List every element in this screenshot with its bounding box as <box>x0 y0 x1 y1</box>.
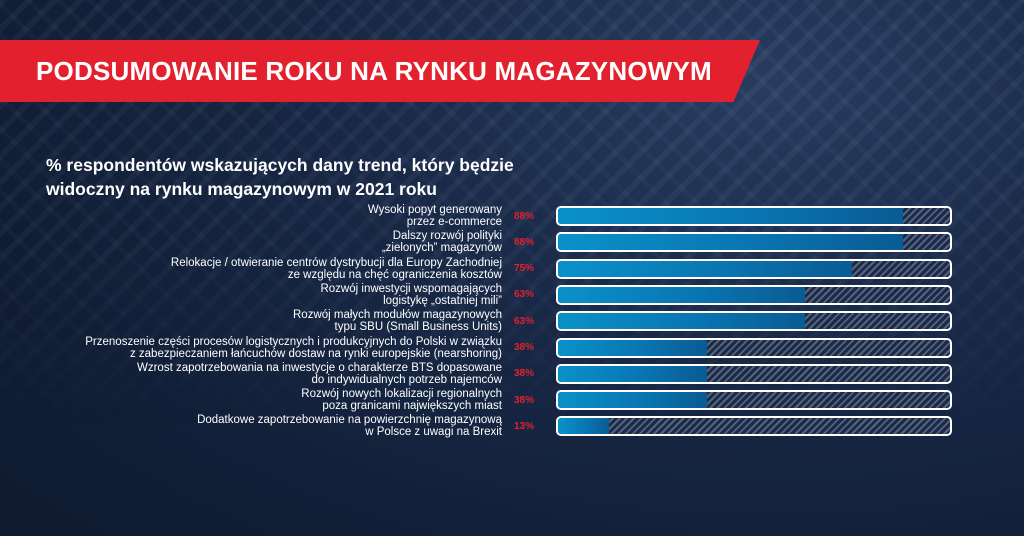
category-label-line: do indywidualnych potrzeb najemców <box>311 373 503 386</box>
chart-row: Wysoki popyt generowany przez e-commerce 8… <box>0 203 1024 229</box>
bar-track <box>556 232 952 253</box>
category-label-line: w Polsce z uwagi na Brexit <box>365 426 502 439</box>
data-label: 38% <box>514 394 535 406</box>
title-banner: PODSUMOWANIE ROKU NA RYNKU MAGAZYNOWYM <box>0 40 760 102</box>
bar-track <box>556 284 952 305</box>
category-label-line: z zabezpieczaniem łańcuchów dostaw na ry… <box>129 347 502 360</box>
bar-track <box>556 206 952 226</box>
data-label: 38% <box>514 368 535 380</box>
data-label: 38% <box>514 342 535 353</box>
category-label-line: logistykę „ostatniej mili” <box>383 294 502 307</box>
bar-chart: Wysoki popyt generowany przez e-commerce 8… <box>0 203 1024 443</box>
bar-track <box>556 337 952 358</box>
category-label-line: Relokacje / otwieranie centrów dystrybuc… <box>170 256 502 269</box>
category-label-line: typu SBU (Small Business Units) <box>334 321 502 334</box>
category-label: Przenoszenie części procesów logistyczny… <box>22 335 502 361</box>
data-label: 88% <box>514 210 535 222</box>
bar <box>558 418 609 435</box>
category-label-line: Dodatkowe zapotrzebowanie na powierzchni… <box>197 414 502 427</box>
category-label: Dodatkowe zapotrzebowanie na powierzchni… <box>22 413 502 439</box>
bar <box>558 234 903 251</box>
chart-row: Rozwój małych modułów magazynowych typu S… <box>0 308 1024 334</box>
bar <box>558 313 805 330</box>
bar <box>558 392 707 409</box>
bar-track <box>556 363 952 384</box>
chart-row: Dalszy rozwój polityki „zielonych” magazy… <box>0 229 1024 255</box>
bar <box>558 286 805 303</box>
category-label: Rozwój inwestycji wspomagających logistyk… <box>22 282 502 308</box>
chart-row: Przenoszenie części procesów logistyczny… <box>0 335 1024 361</box>
category-label-line: Wzrost zapotrzebowania na inwestycje o c… <box>137 361 502 374</box>
category-label-line: poza granicami największych miast <box>322 400 502 413</box>
category-label: Wysoki popyt generowany przez e-commerce <box>22 203 502 229</box>
data-label: 13% <box>514 420 535 432</box>
bar <box>558 365 707 382</box>
bar-track <box>556 311 952 332</box>
chart-row: Dodatkowe zapotrzebowanie na powierzchni… <box>0 413 1024 439</box>
page-title: PODSUMOWANIE ROKU NA RYNKU MAGAZYNOWYM <box>36 56 712 86</box>
category-label-line: Rozwój małych modułów magazynowych <box>293 309 502 322</box>
category-label-line: „zielonych” magazynów <box>381 242 502 255</box>
bar-track <box>556 258 952 279</box>
category-label-line: Przenoszenie części procesów logistyczny… <box>85 335 502 348</box>
subtitle-line-1: % respondentów wskazujących dany trend, … <box>46 155 514 175</box>
category-label-line: Dalszy rozwój polityki <box>392 230 502 243</box>
chart-row: Relokacje / otwieranie centrów dystrybuc… <box>0 256 1024 282</box>
category-label: Dalszy rozwój polityki „zielonych” magazy… <box>22 229 502 255</box>
chart-row: Rozwój nowych lokalizacji regionalnych po… <box>0 387 1024 413</box>
category-label: Relokacje / otwieranie centrów dystrybuc… <box>22 256 502 282</box>
bar <box>558 208 903 224</box>
bar-track <box>556 416 952 437</box>
category-label-line: Rozwój inwestycji wspomagających <box>320 282 502 295</box>
data-label: 63% <box>514 315 535 327</box>
subtitle-line-2: widoczny na rynku magazynowym w 2021 rok… <box>46 179 437 199</box>
chart-row: Wzrost zapotrzebowania na inwestycje o c… <box>0 361 1024 387</box>
data-label: 63% <box>514 289 535 301</box>
data-label: 88% <box>514 236 535 248</box>
category-label: Wzrost zapotrzebowania na inwestycje o c… <box>22 361 502 387</box>
category-label-line: ze względu na chęć ograniczenia kosztów <box>287 268 502 281</box>
category-label-line: Wysoki popyt generowany <box>367 204 502 216</box>
bar <box>558 260 852 277</box>
chart-row: Rozwój inwestycji wspomagających logistyk… <box>0 282 1024 308</box>
category-label-line: przez e-commerce <box>406 216 502 228</box>
bar-track <box>556 390 952 411</box>
category-label: Rozwój nowych lokalizacji regionalnych po… <box>22 387 502 413</box>
category-label: Rozwój małych modułów magazynowych typu S… <box>22 308 502 334</box>
data-label: 75% <box>514 263 535 275</box>
bar <box>558 339 707 356</box>
chart-subtitle: % respondentów wskazujących dany trend, … <box>46 153 566 201</box>
category-label-line: Rozwój nowych lokalizacji regionalnych <box>301 388 502 401</box>
